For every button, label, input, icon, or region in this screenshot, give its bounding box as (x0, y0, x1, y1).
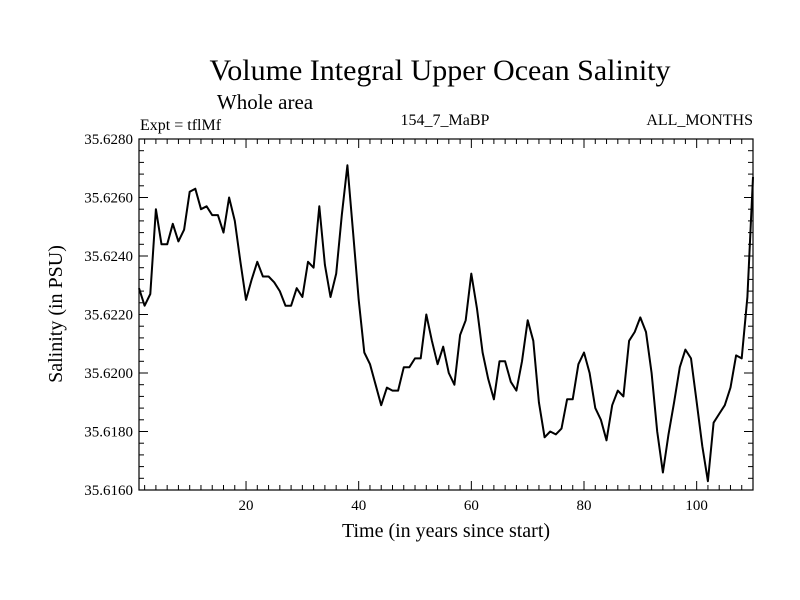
x-axis-label: Time (in years since start) (342, 520, 550, 542)
chart-title: Volume Integral Upper Ocean Salinity (210, 54, 671, 87)
x-tick-label: 40 (351, 498, 366, 514)
series-line-salinity (138, 164, 754, 483)
y-tick-label: 35.6240 (84, 249, 133, 265)
x-tick-label: 60 (464, 498, 479, 514)
y-tick-label: 35.6260 (84, 191, 133, 207)
axis-tick-labels: 20 40 60 80 100 35.6160 35.6180 35.6200 35.6220 3… (84, 132, 708, 514)
experiment-label: Expt = tflMf (140, 117, 222, 134)
plot-frame (138, 138, 754, 491)
y-tick-label: 35.6180 (84, 425, 133, 441)
data-series (138, 164, 754, 483)
chart-subtitle: Whole area (217, 90, 314, 114)
axis-ticks (139, 138, 754, 491)
x-tick-label: 100 (685, 498, 708, 514)
y-tick-label: 35.6200 (84, 366, 133, 382)
y-tick-label: 35.6160 (84, 483, 133, 499)
x-tick-label: 80 (577, 498, 592, 514)
y-tick-label: 35.6220 (84, 308, 133, 324)
center-info-label: 154_7_MaBP (401, 112, 490, 129)
month-info-label: ALL_MONTHS (646, 112, 753, 129)
y-axis-label: Salinity (in PSU) (45, 245, 67, 383)
y-tick-label: 35.6280 (84, 132, 133, 148)
x-tick-label: 20 (239, 498, 254, 514)
